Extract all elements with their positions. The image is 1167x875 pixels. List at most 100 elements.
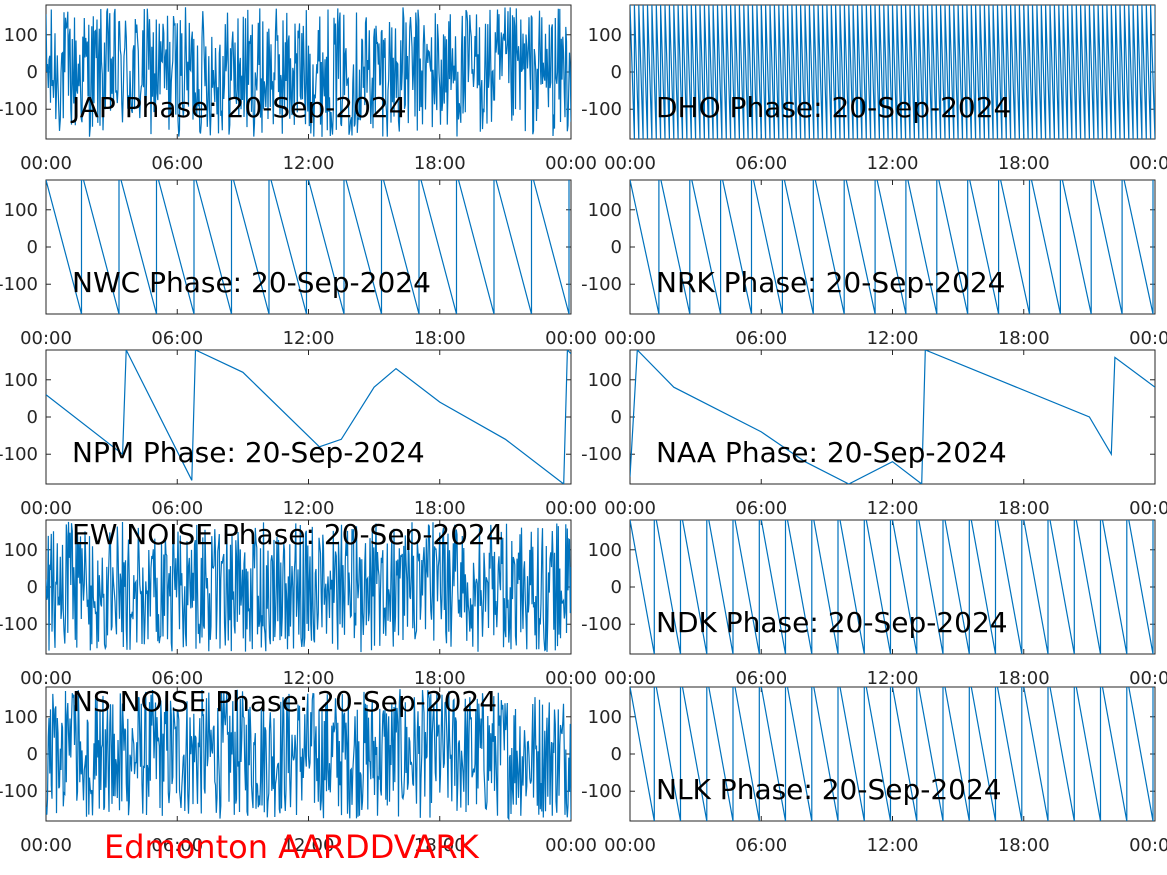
x-tick-label: 06:00: [151, 328, 203, 349]
footer-label: Edmonton AARDDVARK: [104, 828, 479, 866]
x-tick-label: 00:00: [545, 153, 597, 174]
x-tick-label: 00:00: [1129, 153, 1167, 174]
y-tick-label: 100: [588, 707, 622, 728]
y-tick-label: 100: [588, 200, 622, 221]
x-tick-label: 18:00: [414, 153, 466, 174]
subplot-4: 100 0 -100 00:00 06:00 12:00 18:00 00:00 NPM Pha…: [0, 349, 597, 519]
x-tick-label: 00:00: [545, 328, 597, 349]
x-tick-label: 18:00: [414, 328, 466, 349]
y-tick-label: -100: [0, 781, 38, 802]
y-tick-label: 100: [4, 200, 38, 221]
y-tick-label: 0: [27, 744, 38, 765]
subplot-3: 100 0 -100 00:00 06:00 12:00 18:00 00:00 NRK Pha…: [581, 179, 1167, 349]
x-tick-label: 06:00: [151, 835, 203, 856]
y-tick-label: 0: [611, 237, 622, 258]
x-tick-label: 06:00: [151, 668, 203, 689]
y-tick-label: -100: [0, 99, 38, 120]
x-tick-label: 00:00: [604, 328, 656, 349]
x-tick-label: 12:00: [867, 835, 919, 856]
subplot-0: 100 0 -100 00:00 06:00 12:00 18:00 00:00 JAP Pha…: [0, 4, 597, 174]
subplot-title: NAA Phase: 20-Sep-2024: [656, 436, 1007, 469]
subplot-9: 100 0 -100 00:00 06:00 12:00 18:00 00:00 NLK Pha…: [581, 686, 1167, 856]
y-tick-label: 100: [4, 540, 38, 561]
subplot-title: NRK Phase: 20-Sep-2024: [656, 266, 1005, 299]
y-tick-label: -100: [0, 614, 38, 635]
subplot-title: NPM Phase: 20-Sep-2024: [72, 436, 425, 469]
phase-trace: [630, 350, 1155, 484]
subplot-2: 100 0 -100 00:00 06:00 12:00 18:00 00:00 NWC Pha…: [0, 179, 597, 349]
y-tick-label: 0: [611, 407, 622, 428]
x-tick-label: 06:00: [735, 668, 787, 689]
x-tick-label: 00:00: [1129, 498, 1167, 519]
x-tick-label: 18:00: [414, 835, 466, 856]
x-tick-label: 06:00: [735, 153, 787, 174]
x-tick-label: 06:00: [151, 498, 203, 519]
x-tick-label: 00:00: [545, 668, 597, 689]
subplot-1: 100 0 -100 00:00 06:00 12:00 18:00 00:00 DHO Pha…: [581, 4, 1167, 174]
y-tick-label: 100: [4, 707, 38, 728]
y-tick-label: 0: [27, 237, 38, 258]
x-tick-label: 18:00: [998, 835, 1050, 856]
y-tick-label: 0: [611, 62, 622, 83]
subplot-8: 100 0 -100 00:00 06:00 12:00 18:00 00:00 NS NOIS…: [0, 685, 597, 856]
y-tick-label: -100: [0, 274, 38, 295]
y-tick-label: -100: [581, 99, 622, 120]
y-tick-label: -100: [581, 614, 622, 635]
phase-trace: [46, 689, 571, 821]
y-tick-label: -100: [0, 444, 38, 465]
x-tick-label: 00:00: [1129, 835, 1167, 856]
y-tick-label: 0: [27, 62, 38, 83]
x-tick-label: 12:00: [283, 153, 335, 174]
x-tick-label: 18:00: [414, 498, 466, 519]
x-tick-label: 12:00: [283, 328, 335, 349]
subplot-title: NS NOISE Phase: 20-Sep-2024: [72, 685, 497, 718]
y-tick-label: 100: [4, 370, 38, 391]
subplot-5: 100 0 -100 00:00 06:00 12:00 18:00 00:00 NAA Pha…: [581, 349, 1167, 519]
subplot-title: NWC Phase: 20-Sep-2024: [72, 266, 431, 299]
subplot-title: EW NOISE Phase: 20-Sep-2024: [72, 518, 504, 551]
x-tick-label: 18:00: [998, 498, 1050, 519]
x-tick-label: 00:00: [604, 668, 656, 689]
y-tick-label: 100: [588, 25, 622, 46]
subplot-7: 100 0 -100 00:00 06:00 12:00 18:00 00:00 NDK Pha…: [581, 519, 1167, 689]
x-tick-label: 00:00: [604, 153, 656, 174]
phase-trace: [46, 350, 571, 484]
y-tick-label: 0: [611, 744, 622, 765]
y-tick-label: -100: [581, 781, 622, 802]
y-tick-label: 0: [27, 577, 38, 598]
subplot-title: NLK Phase: 20-Sep-2024: [656, 773, 1002, 806]
y-tick-label: 0: [611, 577, 622, 598]
subplot-title: DHO Phase: 20-Sep-2024: [656, 91, 1011, 124]
subplot-title: JAP Phase: 20-Sep-2024: [70, 91, 407, 124]
phase-trace: [46, 7, 571, 137]
x-tick-label: 00:00: [545, 835, 597, 856]
y-tick-label: 0: [27, 407, 38, 428]
y-tick-label: -100: [581, 274, 622, 295]
x-tick-label: 12:00: [867, 153, 919, 174]
x-tick-label: 00:00: [20, 668, 72, 689]
subplot-6: 100 0 -100 00:00 06:00 12:00 18:00 00:00 EW NOIS…: [0, 518, 597, 689]
x-tick-label: 06:00: [151, 153, 203, 174]
phase-trace: [46, 521, 571, 653]
x-tick-label: 12:00: [283, 668, 335, 689]
x-tick-label: 06:00: [735, 498, 787, 519]
x-tick-label: 12:00: [867, 328, 919, 349]
x-tick-label: 18:00: [998, 153, 1050, 174]
x-tick-label: 00:00: [1129, 668, 1167, 689]
x-tick-label: 00:00: [20, 153, 72, 174]
x-tick-label: 06:00: [735, 835, 787, 856]
x-tick-label: 00:00: [20, 328, 72, 349]
x-tick-label: 00:00: [545, 498, 597, 519]
x-tick-label: 12:00: [867, 668, 919, 689]
x-tick-label: 12:00: [283, 835, 335, 856]
x-tick-label: 18:00: [414, 668, 466, 689]
x-tick-label: 12:00: [283, 498, 335, 519]
subplot-title: NDK Phase: 20-Sep-2024: [656, 606, 1008, 639]
x-tick-label: 00:00: [1129, 328, 1167, 349]
x-tick-label: 00:00: [604, 498, 656, 519]
x-tick-label: 12:00: [867, 498, 919, 519]
y-tick-label: -100: [581, 444, 622, 465]
x-tick-label: 18:00: [998, 328, 1050, 349]
x-tick-label: 06:00: [735, 328, 787, 349]
